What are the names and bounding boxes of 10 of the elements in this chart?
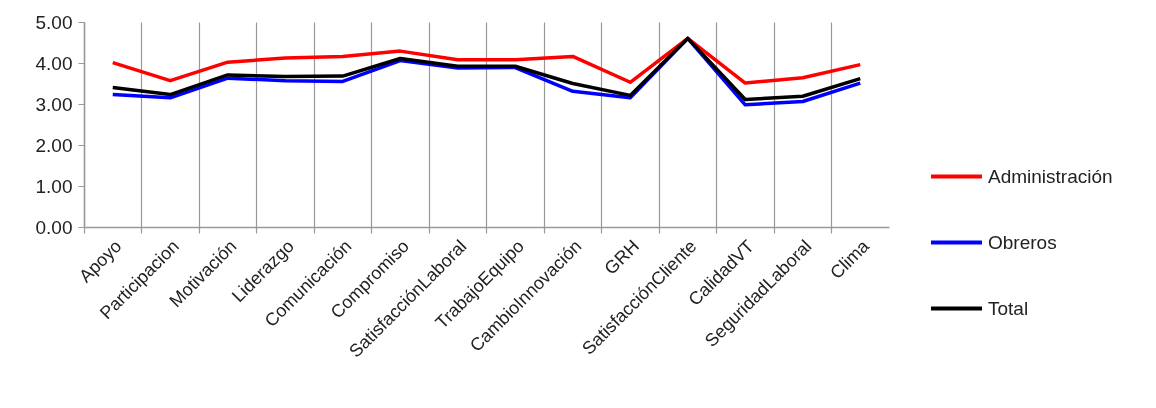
y-tick-label: 4.00 <box>35 52 73 74</box>
y-tick-label: 1.00 <box>35 175 73 197</box>
legend-label: Administración <box>988 165 1113 187</box>
y-tick-label: 2.00 <box>35 134 73 156</box>
line-series <box>111 36 862 85</box>
y-tick-label: 5.00 <box>35 11 73 33</box>
legend-label: Obreros <box>988 231 1057 253</box>
y-tick-label: 3.00 <box>35 93 73 115</box>
y-tick-label: 0.00 <box>35 216 73 238</box>
legend-label: Total <box>988 297 1029 319</box>
